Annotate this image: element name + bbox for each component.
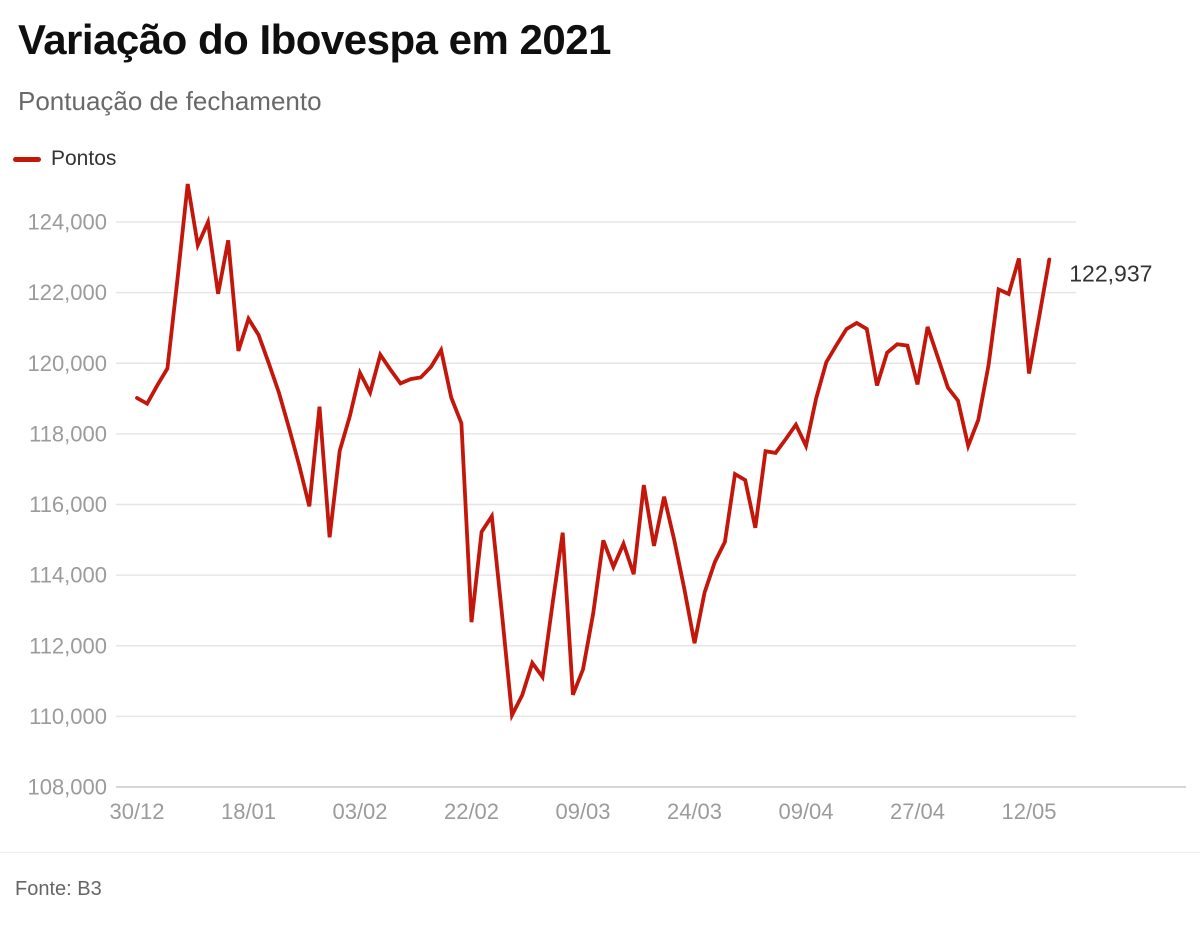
price-line [135, 183, 1052, 722]
y-axis-label: 120,000 [27, 351, 107, 376]
x-axis-label: 22/02 [444, 799, 499, 824]
y-axis-label: 118,000 [29, 421, 107, 446]
x-axis-label: 24/03 [667, 799, 722, 824]
legend-line-swatch [13, 156, 41, 162]
chart-title: Variação do Ibovespa em 2021 [18, 16, 612, 63]
y-axis-labels: 124,000 122,000 120,000 118,000 116,000 114,0… [27, 210, 107, 800]
x-axis-label: 12/05 [1001, 799, 1056, 824]
x-axis-label: 09/04 [778, 799, 833, 824]
y-axis-label: 114,000 [29, 563, 107, 588]
y-axis-label: 110,000 [29, 704, 107, 729]
x-axis-label: 27/04 [890, 799, 945, 824]
legend-label: Pontos [51, 147, 117, 170]
legend: Pontos [13, 147, 116, 171]
chart-subtitle: Pontuação de fechamento [18, 86, 322, 116]
series-line [135, 183, 1052, 722]
x-axis-label: 09/03 [555, 799, 610, 824]
x-axis-label: 18/01 [221, 799, 276, 824]
x-axis-label: 03/02 [332, 799, 387, 824]
end-value-label: 122,937 [1069, 261, 1152, 287]
y-axis-label: 116,000 [29, 492, 107, 517]
y-axis-label: 124,000 [27, 210, 107, 235]
x-axis-labels: 30/12 18/01 03/02 22/02 09/03 24/03 09/04 27/04… [109, 799, 1056, 824]
y-axis-label: 108,000 [27, 775, 107, 800]
y-axis-label: 112,000 [29, 633, 107, 658]
y-gridlines [116, 221, 1186, 788]
x-axis-label: 30/12 [109, 799, 164, 824]
source-label: Fonte: B3 [15, 878, 102, 900]
y-axis-label: 122,000 [27, 280, 107, 305]
end-value-text: 122,937 [1069, 261, 1152, 287]
footer-divider [0, 852, 1200, 853]
